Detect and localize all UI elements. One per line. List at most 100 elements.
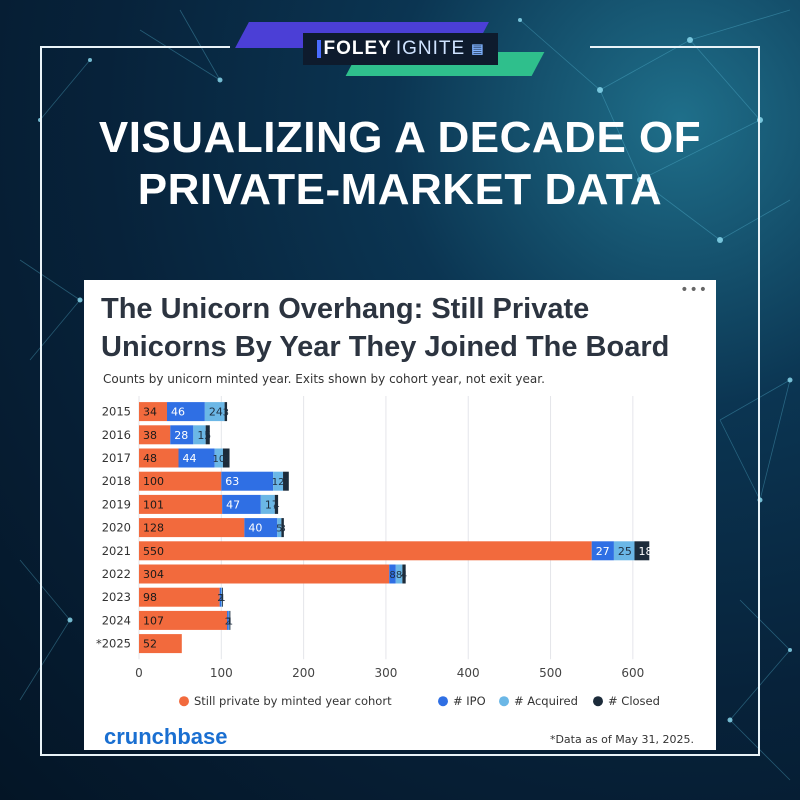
bar-segment: [389, 564, 396, 584]
bar-value-label: 107: [143, 614, 164, 627]
bar-value-label: 7: [283, 477, 289, 488]
bar-value-label: 52: [143, 638, 157, 651]
bar-segment: [139, 587, 220, 607]
bar-segment: [222, 587, 223, 607]
legend-label: # IPO: [453, 694, 486, 708]
chart-subtitle: Counts by unicorn minted year. Exits sho…: [103, 372, 545, 386]
bar-value-label: 2: [225, 616, 231, 627]
bar-value-label: 47: [226, 498, 240, 511]
bar-segment: [402, 564, 406, 584]
legend-marker: [179, 696, 189, 707]
bar-segment: [227, 610, 229, 630]
bar-segment: [205, 425, 210, 445]
y-category-label: 2024: [102, 613, 131, 627]
headline: VISUALIZING A DECADE OF PRIVATE-MARKET D…: [0, 112, 800, 216]
bar-segment: [273, 471, 284, 491]
bar-value-label: 128: [143, 522, 164, 535]
y-category-label: *2025: [96, 637, 131, 651]
bar-value-label: 18: [638, 545, 652, 558]
bar-segment: [274, 494, 279, 514]
y-category-label: 2022: [102, 567, 131, 581]
logo-ignite: IGNITE: [395, 38, 466, 59]
y-category-label: 2018: [102, 474, 131, 488]
bar-segment: [260, 494, 275, 514]
frame-top-left: [40, 46, 230, 48]
bar-segment: [139, 448, 179, 468]
bar-segment: [166, 402, 205, 422]
more-options-icon[interactable]: •••: [680, 282, 708, 298]
bar-segment: [139, 518, 245, 538]
bar-value-label: 25: [618, 545, 632, 558]
bar-segment: [221, 471, 274, 491]
bar-value-label: 1: [219, 593, 225, 604]
legend-marker: [438, 696, 448, 707]
bar-value-label: 34: [143, 406, 157, 419]
y-category-label: 2016: [102, 428, 131, 442]
bar-value-label: 24: [209, 406, 223, 419]
bar-value-label: 38: [143, 429, 157, 442]
bar-segment: [139, 564, 390, 584]
bar-value-label: 550: [143, 545, 164, 558]
legend-marker: [593, 696, 603, 707]
bar-segment: [224, 402, 228, 422]
bar-value-label: 4: [273, 500, 279, 511]
bar-segment: [244, 518, 278, 538]
legend-label: # Acquired: [514, 694, 578, 708]
bar-value-label: 5: [276, 524, 282, 535]
bar-segment: [204, 402, 225, 422]
x-tick-label: 400: [457, 666, 480, 680]
bar-segment: [219, 587, 222, 607]
x-tick-label: 200: [292, 666, 315, 680]
bar-segment: [634, 541, 650, 561]
bar-value-label: 100: [143, 475, 164, 488]
bar-segment: [139, 402, 167, 422]
bar-value-label: 98: [143, 591, 157, 604]
logo-foley: FOLEY: [323, 38, 392, 59]
y-category-label: 2020: [102, 521, 131, 535]
x-tick-label: 300: [374, 666, 397, 680]
bar-segment: [139, 541, 592, 561]
logo-bar-icon: [316, 40, 321, 58]
bar-segment: [228, 610, 230, 630]
bar-value-label: 1: [219, 593, 225, 604]
logo-mark-icon: ▤: [471, 41, 485, 56]
headline-line-2: PRIVATE-MARKET DATA: [137, 165, 663, 214]
bar-value-label: 3: [279, 524, 285, 535]
crunchbase-logo: crunchbase: [104, 724, 228, 749]
y-category-label: 2019: [102, 497, 131, 511]
bar-value-label: 304: [143, 568, 164, 581]
bar-value-label: 48: [143, 452, 157, 465]
bar-value-label: 40: [248, 522, 262, 535]
bar-value-label: 8: [223, 454, 229, 465]
y-category-label: 2021: [102, 544, 131, 558]
chart-title: The Unicorn Overhang: Still Private Unic…: [101, 293, 670, 363]
bar-value-label: 101: [143, 498, 164, 511]
y-category-label: 2015: [102, 405, 131, 419]
y-category-label: 2017: [102, 451, 131, 465]
bar-value-label: 63: [225, 475, 239, 488]
x-tick-label: 600: [621, 666, 644, 680]
bar-segment: [613, 541, 635, 561]
bar-value-label: 12: [272, 477, 285, 488]
bar-segment: [281, 518, 284, 538]
bar-segment: [178, 448, 215, 468]
bar-segment: [283, 471, 289, 491]
x-tick-label: 100: [210, 666, 233, 680]
bar-segment: [221, 587, 223, 607]
bar-value-label: 1: [227, 616, 233, 627]
bar-value-label: 3: [223, 408, 229, 419]
bar-segment: [139, 634, 182, 654]
bar-value-label: 1: [226, 616, 232, 627]
bar-segment: [139, 425, 171, 445]
frame-bottom: [40, 754, 760, 756]
bar-value-label: 4: [401, 570, 407, 581]
bar-segment: [222, 494, 261, 514]
bar-value-label: 2: [217, 593, 223, 604]
frame-right: [758, 46, 760, 756]
x-tick-label: 0: [135, 666, 143, 680]
bar-value-label: 5: [205, 431, 211, 442]
bar-segment: [139, 610, 228, 630]
bar-segment: [222, 448, 230, 468]
